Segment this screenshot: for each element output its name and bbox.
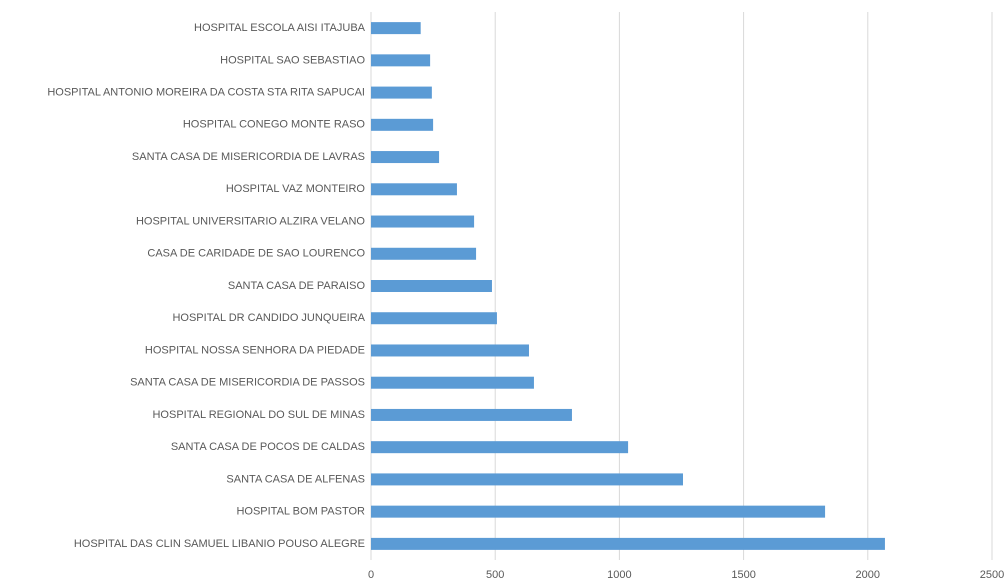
y-tick-label: HOSPITAL REGIONAL DO SUL DE MINAS	[152, 409, 365, 421]
y-tick-label: SANTA CASA DE PARAISO	[228, 280, 366, 292]
bar	[371, 118, 434, 131]
y-tick-label: HOSPITAL NOSSA SENHORA DA PIEDADE	[145, 344, 365, 356]
bar	[371, 22, 421, 35]
y-tick-label: HOSPITAL DAS CLIN SAMUEL LIBANIO POUSO A…	[74, 538, 365, 550]
bar	[371, 537, 885, 550]
y-tick-label: HOSPITAL DR CANDIDO JUNQUEIRA	[172, 312, 365, 324]
bar	[371, 441, 629, 454]
bar	[371, 151, 440, 164]
y-tick-label: HOSPITAL UNIVERSITARIO ALZIRA VELANO	[136, 215, 365, 227]
y-tick-label: SANTA CASA DE POCOS DE CALDAS	[171, 441, 365, 453]
bar	[371, 247, 477, 260]
y-tick-label: SANTA CASA DE MISERICORDIA DE LAVRAS	[132, 151, 365, 163]
y-tick-label: HOSPITAL ANTONIO MOREIRA DA COSTA STA RI…	[47, 86, 365, 98]
x-tick-label: 2000	[856, 569, 880, 581]
y-tick-label: HOSPITAL SAO SEBASTIAO	[220, 54, 365, 66]
y-tick-label: CASA DE CARIDADE DE SAO LOURENCO	[147, 248, 365, 260]
y-tick-label: SANTA CASA DE ALFENAS	[226, 473, 365, 485]
bar	[371, 505, 826, 518]
bar	[371, 215, 475, 228]
y-tick-label: SANTA CASA DE MISERICORDIA DE PASSOS	[130, 377, 365, 389]
bar	[371, 473, 683, 486]
x-tick-label: 1500	[731, 569, 755, 581]
bar	[371, 183, 457, 196]
bar	[371, 54, 431, 67]
y-tick-label: HOSPITAL CONEGO MONTE RASO	[183, 119, 366, 131]
x-tick-label: 1000	[607, 569, 631, 581]
bar	[371, 86, 432, 99]
x-tick-label: 0	[368, 569, 374, 581]
y-tick-label: HOSPITAL ESCOLA AISI ITAJUBA	[194, 22, 366, 34]
bar	[371, 312, 497, 325]
y-tick-label: HOSPITAL BOM PASTOR	[236, 506, 365, 518]
x-tick-label: 500	[486, 569, 504, 581]
bar	[371, 408, 572, 421]
x-tick-label: 2500	[980, 569, 1004, 581]
bar	[371, 344, 529, 357]
bar	[371, 280, 492, 292]
y-tick-label: HOSPITAL VAZ MONTEIRO	[226, 183, 366, 195]
bar	[371, 376, 534, 389]
